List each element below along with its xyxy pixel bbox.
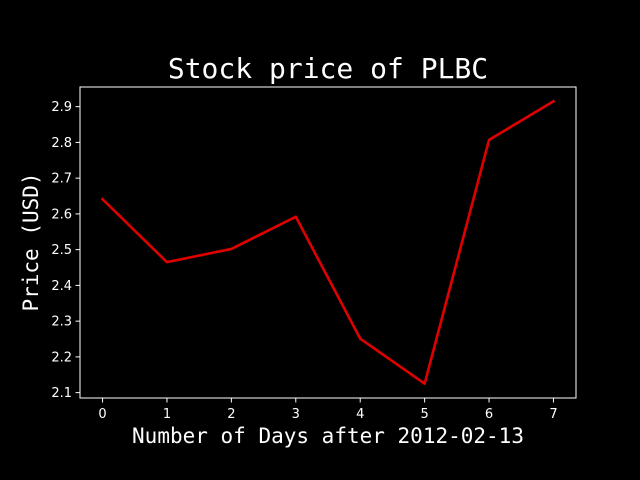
y-tick-label: 2.6 (51, 207, 72, 222)
x-tick-label: 2 (227, 407, 235, 422)
x-axis: 0 1 2 3 4 5 6 7 (98, 398, 558, 422)
y-tick-label: 2.8 (51, 136, 72, 151)
price-series-line (100, 99, 556, 386)
y-tick-label: 2.7 (51, 172, 72, 187)
y-tick-label: 2.9 (51, 100, 72, 115)
chart-title: Stock price of PLBC (168, 52, 488, 85)
y-tick-label: 2.1 (51, 386, 72, 401)
x-tick-label: 7 (549, 407, 557, 422)
y-axis: 2.1 2.2 2.3 2.4 2.5 2.6 2.7 2.8 2.9 (51, 100, 80, 401)
x-tick-label: 5 (420, 407, 428, 422)
x-tick-label: 3 (292, 407, 300, 422)
x-tick-label: 6 (485, 407, 493, 422)
y-tick-label: 2.4 (51, 279, 72, 294)
y-axis-label: Price (USD) (19, 172, 43, 311)
y-tick-label: 2.3 (51, 315, 72, 330)
x-axis-label: Number of Days after 2012-02-13 (132, 424, 524, 448)
y-tick-label: 2.5 (51, 243, 72, 258)
y-tick-label: 2.2 (51, 350, 72, 365)
series-layer (100, 99, 556, 386)
x-tick-label: 4 (356, 407, 364, 422)
x-tick-label: 0 (98, 407, 106, 422)
x-tick-label: 1 (163, 407, 171, 422)
